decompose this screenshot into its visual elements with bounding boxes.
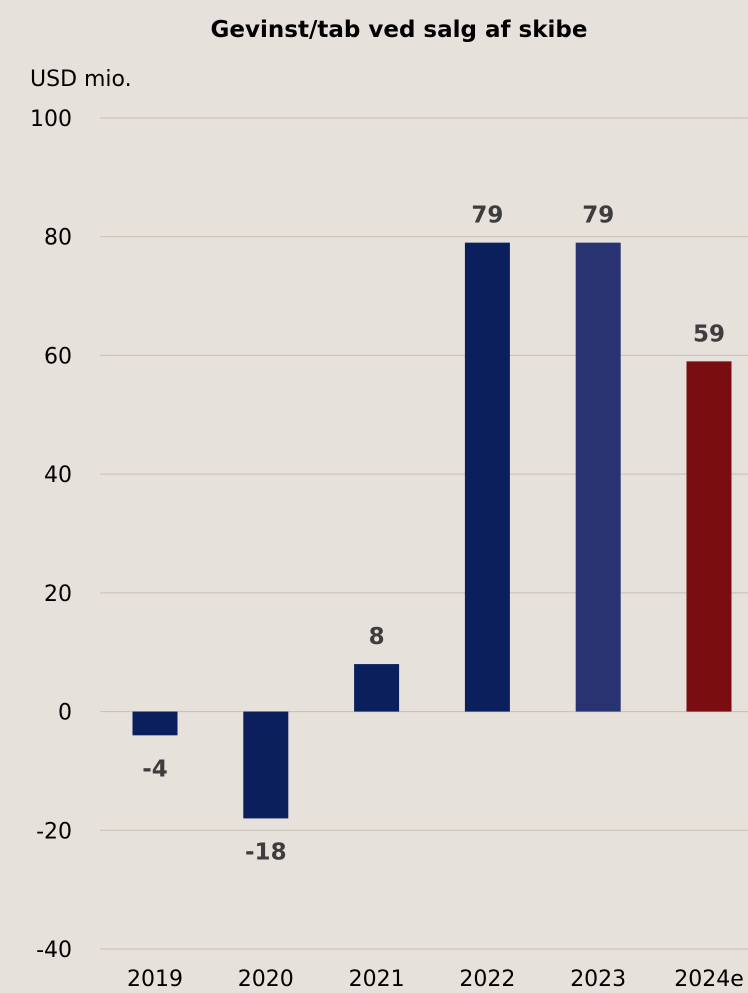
x-tick-label-2021: 2021	[349, 967, 405, 992]
bar-2019	[132, 711, 178, 736]
gridlines	[100, 117, 748, 950]
data-labels: -4 -18 8 79 79 59	[142, 203, 725, 866]
y-tick-label: 0	[58, 701, 72, 726]
y-axis-tick-labels: 100 80 60 40 20 0 -20 -40	[30, 107, 72, 963]
x-axis-tick-labels: 2019 2020 2021 2022 2023 2024e	[127, 967, 744, 992]
bars	[132, 242, 732, 819]
y-tick-label: 60	[44, 344, 72, 369]
data-label-2021: 8	[369, 624, 385, 650]
y-tick-label: 100	[30, 107, 72, 132]
data-label-2023: 79	[582, 203, 614, 229]
data-label-2022: 79	[471, 203, 503, 229]
bar-2020	[243, 711, 289, 819]
y-tick-label: 80	[44, 226, 72, 251]
x-tick-label-2023: 2023	[570, 967, 626, 992]
y-tick-label: -40	[36, 938, 72, 963]
chart-title: Gevinst/tab ved salg af skibe	[211, 17, 588, 43]
y-axis-unit-label: USD mio.	[30, 67, 132, 92]
bar-2023	[575, 242, 621, 712]
y-tick-label: 40	[44, 463, 72, 488]
data-label-2020: -18	[245, 839, 287, 865]
bar-2024e	[686, 361, 732, 712]
data-label-2019: -4	[142, 756, 168, 782]
bar-2021	[354, 664, 400, 712]
x-tick-label-2022: 2022	[459, 967, 515, 992]
x-tick-label-2020: 2020	[238, 967, 294, 992]
data-label-2024e: 59	[693, 321, 725, 347]
x-tick-label-2019: 2019	[127, 967, 183, 992]
y-tick-label: 20	[44, 582, 72, 607]
x-tick-label-2024e: 2024e	[674, 967, 744, 992]
bar-2022	[464, 242, 510, 712]
y-tick-label: -20	[36, 819, 72, 844]
